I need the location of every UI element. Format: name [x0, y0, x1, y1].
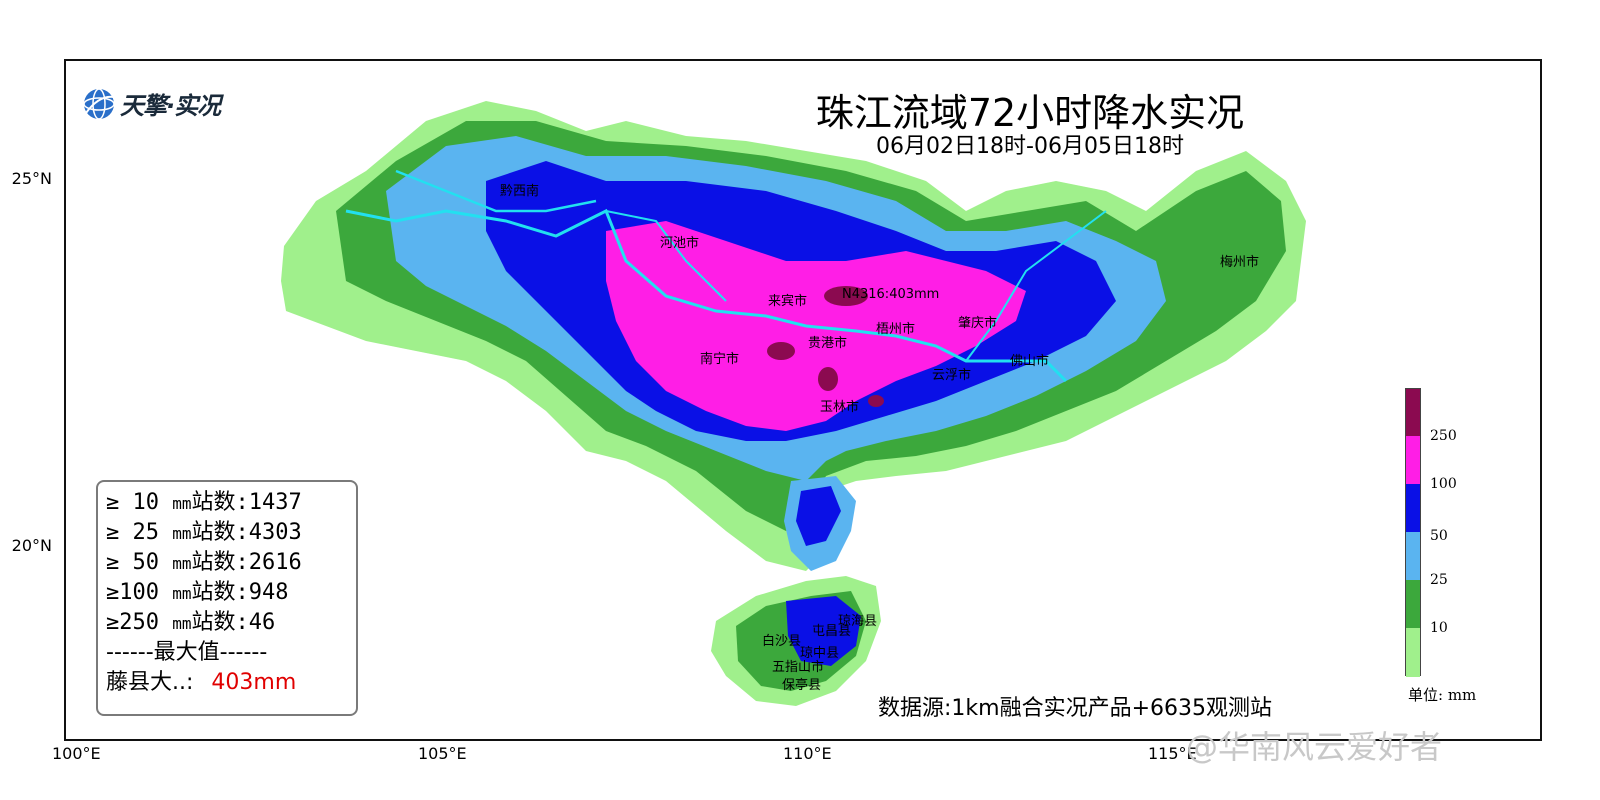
legend-swatch — [1406, 484, 1420, 532]
stat-row: ≥ 50 mm站数:2616 — [106, 550, 302, 575]
region-max-4 — [868, 395, 884, 407]
city-label: 河池市 — [660, 236, 700, 251]
lon-tick-115: 115°E — [1148, 744, 1197, 763]
region-hainan-blue — [786, 596, 861, 666]
city-label: 贵港市 — [808, 336, 848, 351]
lon-tick-110: 110°E — [783, 744, 832, 763]
station-stats-box: ≥ 10 mm站数:1437 ≥ 25 mm站数:4303 ≥ 50 mm站数:… — [96, 480, 358, 716]
station-label: N4316:403mm — [842, 287, 940, 302]
legend-swatch — [1406, 580, 1420, 628]
city-label: 来宾市 — [768, 294, 808, 309]
city-label: 南宁市 — [700, 352, 740, 367]
lon-tick-105: 105°E — [418, 744, 467, 763]
river-branch-2 — [605, 210, 727, 302]
max-header: ------最大值------ — [106, 640, 268, 665]
max-station: 藤县大..: — [106, 670, 194, 695]
city-label: 云浮市 — [932, 368, 972, 383]
region-max-3 — [818, 367, 838, 391]
lon-tick-100: 100°E — [52, 744, 101, 763]
city-label: 白沙县 — [762, 634, 802, 649]
city-label: 琼海县 — [838, 614, 878, 629]
legend-label: 50 — [1430, 528, 1448, 544]
rainfall-map — [281, 101, 1306, 706]
city-label: 黔西南 — [500, 184, 540, 199]
legend-swatch — [1406, 389, 1420, 436]
legend-swatch — [1406, 436, 1420, 484]
max-value-row: 藤县大..: 403mm — [106, 668, 356, 698]
lat-tick-25: 25°N — [11, 169, 52, 188]
stat-row: ≥250 mm站数:46 — [106, 610, 276, 635]
city-label: 梧州市 — [876, 322, 916, 337]
city-label: 五指山市 — [772, 660, 825, 675]
legend-label: 25 — [1430, 572, 1448, 588]
city-label: 梅州市 — [1220, 255, 1260, 270]
city-label: 肇庆市 — [958, 316, 998, 331]
city-label: 佛山市 — [1010, 354, 1050, 369]
legend-unit: 单位: mm — [1408, 686, 1477, 704]
city-label: 玉林市 — [820, 400, 860, 415]
river-main — [345, 208, 1068, 383]
logo: 天擎·实况 — [82, 86, 221, 121]
lat-tick-20: 20°N — [11, 536, 52, 555]
max-value: 403mm — [211, 670, 297, 695]
globe-icon — [83, 87, 115, 120]
data-source: 数据源:1km融合实况产品+6635观测站 — [878, 696, 1273, 721]
legend-swatch — [1406, 628, 1420, 677]
stat-row: ≥ 25 mm站数:4303 — [106, 520, 302, 545]
river-branch-1 — [395, 169, 597, 213]
stat-row: ≥100 mm站数:948 — [106, 580, 289, 605]
legend-label: 100 — [1430, 476, 1457, 492]
logo-text: 天擎·实况 — [120, 92, 221, 120]
region-max-2 — [767, 342, 795, 360]
legend-label: 10 — [1430, 620, 1448, 636]
city-label: 琼中县 — [800, 646, 840, 661]
legend-swatch — [1406, 532, 1420, 580]
watermark: @华南风云爱好者 — [1186, 728, 1443, 766]
city-label: 保亭县 — [782, 678, 822, 693]
map-subtitle: 06月02日18时-06月05日18时 — [876, 134, 1184, 159]
map-title: 珠江流域72小时降水实况 — [815, 91, 1245, 135]
color-legend — [1405, 388, 1421, 677]
region-peninsula-blue — [796, 486, 841, 546]
city-label: 屯昌县 — [812, 624, 852, 639]
river-branch-3 — [965, 210, 1107, 362]
legend-label: 250 — [1430, 428, 1457, 444]
stat-row: ≥ 10 mm站数:1437 — [106, 490, 302, 515]
region-max-1 — [824, 286, 868, 306]
